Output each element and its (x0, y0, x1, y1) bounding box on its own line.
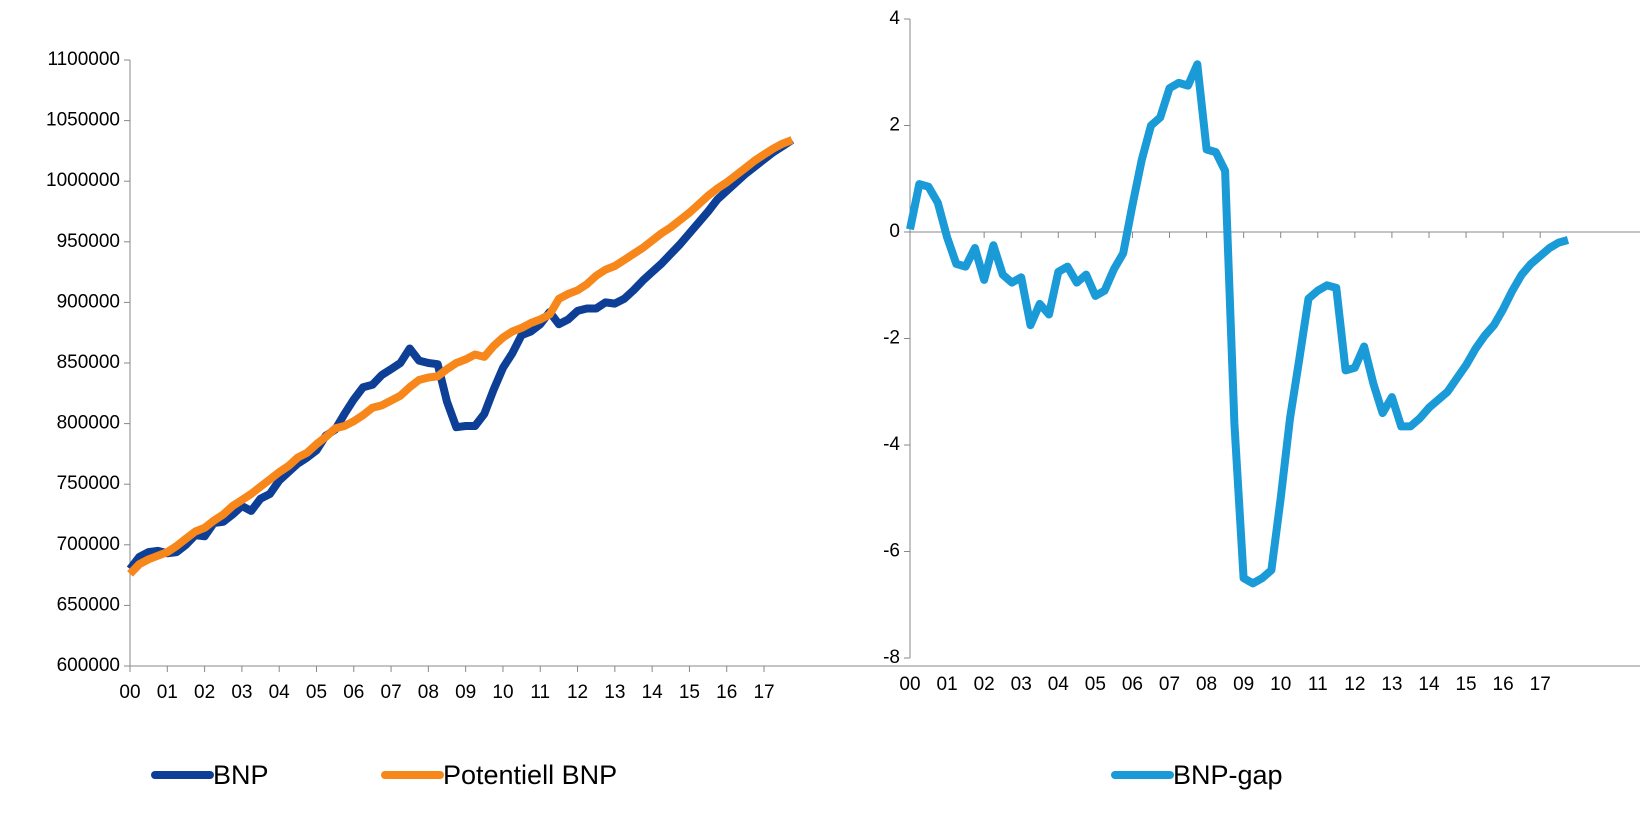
x-tick-label: 08 (1196, 674, 1217, 695)
y-tick-label: 750000 (57, 473, 120, 494)
legend-label: BNP (213, 760, 269, 790)
y-tick-label: 0 (889, 221, 900, 242)
x-tick-label: 04 (1048, 674, 1070, 695)
x-tick-label: 03 (231, 682, 252, 703)
x-tick-label: 12 (1344, 674, 1365, 695)
x-tick-label: 11 (1308, 674, 1328, 695)
x-tick-label: 00 (119, 682, 140, 703)
data-line (906, 60, 1570, 588)
x-tick-label: 03 (1011, 674, 1032, 695)
y-tick-label: 950000 (57, 231, 120, 252)
y-tick-label: 1100000 (47, 49, 120, 70)
y-tick-label: -4 (883, 434, 900, 455)
legend-label: Potentiell BNP (443, 760, 617, 790)
x-tick-label: 01 (157, 682, 178, 703)
y-tick-label: 2 (889, 115, 900, 136)
x-tick-label: 12 (567, 682, 588, 703)
x-tick-label: 01 (937, 674, 958, 695)
x-tick-label: 15 (1455, 674, 1476, 695)
x-tick-label: 02 (194, 682, 215, 703)
y-tick-label: 1000000 (46, 170, 120, 191)
y-tick-label: 850000 (57, 352, 120, 373)
x-tick-label: 17 (1530, 674, 1551, 695)
x-tick-label: 06 (1122, 674, 1143, 695)
x-tick-label: 09 (455, 682, 476, 703)
x-tick-label: 05 (306, 682, 327, 703)
y-tick-label: -2 (883, 328, 900, 349)
x-tick-label: 07 (1159, 674, 1180, 695)
x-tick-label: 14 (642, 682, 664, 703)
x-tick-label: 16 (1493, 674, 1514, 695)
x-tick-label: 11 (530, 682, 550, 703)
x-tick-label: 08 (418, 682, 439, 703)
x-tick-label: 05 (1085, 674, 1106, 695)
x-tick-label: 16 (716, 682, 737, 703)
x-tick-label: 14 (1418, 674, 1440, 695)
data-line (126, 136, 795, 572)
x-tick-label: 07 (381, 682, 402, 703)
x-tick-label: 09 (1233, 674, 1254, 695)
x-tick-label: 17 (753, 682, 774, 703)
legend-label: BNP-gap (1173, 760, 1283, 790)
y-tick-label: 600000 (57, 655, 120, 676)
x-tick-label: 00 (899, 674, 920, 695)
x-tick-label: 10 (1270, 674, 1291, 695)
x-tick-label: 10 (492, 682, 513, 703)
y-tick-label: -6 (883, 541, 900, 562)
y-tick-label: -8 (883, 647, 900, 668)
x-tick-label: 15 (679, 682, 700, 703)
y-tick-label: 1050000 (46, 110, 120, 131)
y-tick-label: 800000 (57, 413, 120, 434)
x-tick-label: 13 (1381, 674, 1402, 695)
x-tick-label: 02 (974, 674, 995, 695)
data-line (127, 136, 794, 577)
x-tick-label: 06 (343, 682, 364, 703)
x-tick-label: 04 (269, 682, 291, 703)
x-tick-label: 13 (604, 682, 625, 703)
y-tick-label: 700000 (57, 534, 120, 555)
y-tick-label: 900000 (57, 291, 120, 312)
y-tick-label: 4 (889, 8, 900, 29)
y-tick-label: 650000 (57, 594, 120, 615)
